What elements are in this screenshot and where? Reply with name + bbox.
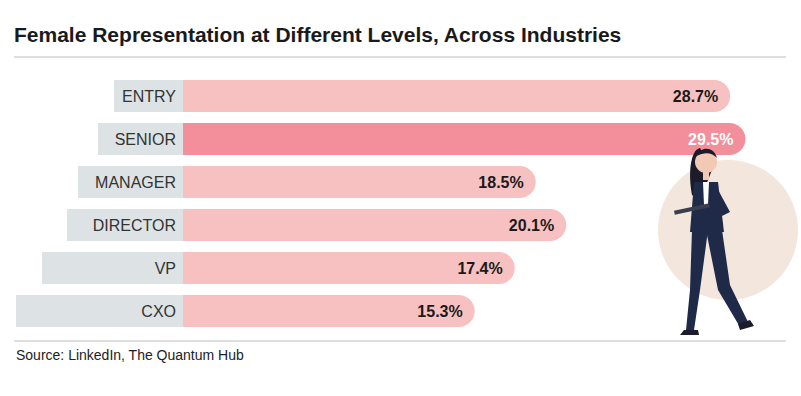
data-label: 17.4% [457,260,502,277]
category-label: CXO [141,303,176,320]
bottom-rule [14,341,786,342]
labels: ENTRY 28.7% SENIOR 29.5% MANAGER 18.5% DIRECTO… [93,88,734,320]
shirt [703,182,709,205]
shoe [738,320,754,330]
neck [703,172,709,180]
category-tabs [16,80,183,327]
category-label: ENTRY [122,88,176,105]
category-label: MANAGER [95,174,176,191]
decor-figure [674,148,754,335]
category-label: DIRECTOR [93,217,176,234]
data-label: 18.5% [478,174,523,191]
data-label: 28.7% [673,88,718,105]
bar [183,166,536,198]
category-label: SENIOR [115,131,176,148]
category-tab [16,295,183,327]
title-rule [14,57,786,58]
shoe [680,330,699,335]
data-label: 29.5% [688,131,733,148]
chart-svg: Female Representation at Different Level… [0,0,801,396]
bar [183,209,566,241]
source-note: Source: LinkedIn, The Quantum Hub [16,347,244,363]
bar [183,123,745,155]
category-tab [42,252,183,284]
hair-top [697,149,717,158]
category-label: VP [155,260,176,277]
arm [710,186,730,216]
leg-right [706,230,748,327]
category-tab [114,80,183,112]
category-tab [78,166,183,198]
bars [183,80,745,327]
bar [183,252,515,284]
bar [183,295,475,327]
data-label: 15.3% [417,303,462,320]
title: Female Representation at Different Level… [14,23,621,46]
data-label: 20.1% [509,217,554,234]
category-tab [67,209,183,241]
laptop [674,203,710,214]
bar [183,80,730,112]
chart-container: Female Representation at Different Level… [0,0,801,396]
leg-left [686,230,708,330]
category-tab [98,123,183,155]
